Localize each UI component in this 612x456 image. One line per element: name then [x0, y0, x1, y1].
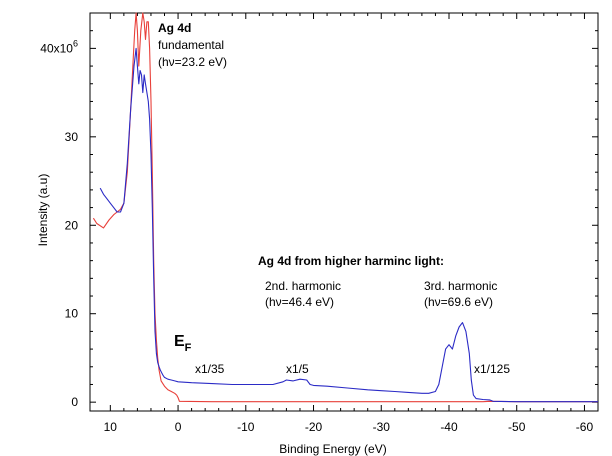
- x-tick-label-0: 10: [104, 420, 118, 434]
- x-tick-label-4: -30: [373, 420, 391, 434]
- plot-frame: [89, 12, 599, 412]
- series-line-1: [99, 47, 598, 403]
- annotation-second-line1: 2nd. harmonic: [265, 279, 341, 293]
- x-tick-label-1: 0: [175, 420, 182, 434]
- x-tick-label-3: -20: [305, 420, 323, 434]
- annotation-third-line1: 3rd. harmonic: [424, 279, 497, 293]
- series-layer: [92, 12, 598, 403]
- y-tick-label-1: 10: [65, 307, 79, 321]
- y-tick-label-4: 40x106: [40, 38, 78, 55]
- x-tick-label-6: -50: [508, 420, 526, 434]
- annotation-ef: EF: [174, 333, 192, 354]
- x-tick-label-2: -10: [237, 420, 255, 434]
- annotation-third-line2: (hν=69.6 eV): [424, 295, 493, 309]
- annotation-ef-sub: F: [185, 342, 192, 354]
- annotation-top-line3: (hν=23.2 eV): [158, 55, 227, 69]
- x-tick-label-7: -60: [576, 420, 594, 434]
- ticks-layer: 10 0 -10 -20 -30 -40 -50 -60 0 10 20 30 40x106: [40, 13, 598, 434]
- annotation-ef-main: E: [174, 333, 185, 350]
- annotation-top-line2: fundamental: [158, 38, 224, 52]
- y-axis-title: Intensity (a.u): [36, 174, 50, 247]
- y-tick-label-0: 0: [71, 395, 78, 409]
- y-tick-exponent: 6: [73, 38, 78, 48]
- annotation-scale-125: x1/125: [474, 362, 510, 376]
- x-axis-title: Binding Energy (eV): [279, 442, 386, 456]
- x-tick-label-5: -40: [440, 420, 458, 434]
- annotation-top-title: Ag 4d: [158, 21, 191, 35]
- y-tick-label-3: 30: [65, 130, 79, 144]
- annotation-second-line2: (hν=46.4 eV): [265, 295, 334, 309]
- annotation-scale-35: x1/35: [195, 362, 225, 376]
- annotation-scale-5: x1/5: [286, 362, 309, 376]
- y-tick-label-2: 20: [65, 218, 79, 232]
- annotation-higher-title: Ag 4d from higher harminc light:: [258, 254, 444, 268]
